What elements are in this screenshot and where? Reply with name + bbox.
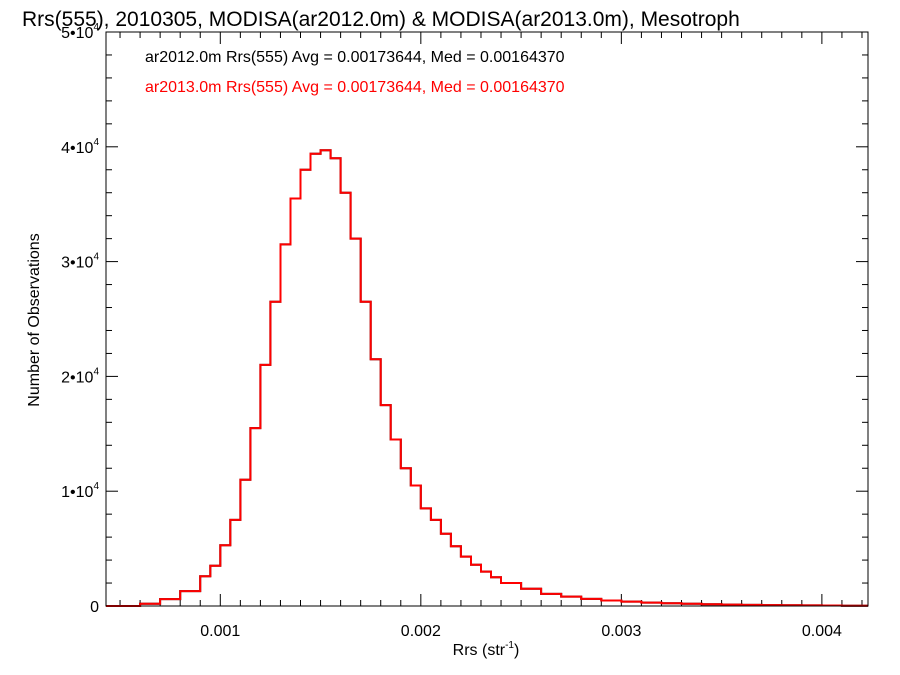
y-tick-label: 3•104 — [61, 252, 99, 272]
chart-title: Rrs(555), 2010305, MODISA(ar2012.0m) & M… — [22, 8, 740, 31]
annotation-ar2012: ar2012.0m Rrs(555) Avg = 0.00173644, Med… — [145, 49, 565, 66]
y-tick-label: 0 — [90, 599, 99, 616]
y-tick-label: 1•104 — [61, 481, 99, 501]
x-tick-label: 0.001 — [200, 623, 240, 640]
y-tick-label: 2•104 — [61, 366, 99, 386]
y-axis-label: Number of Observations — [26, 233, 43, 406]
histogram-series-0 — [106, 149, 868, 607]
x-axis-label: Rrs (str-1) — [453, 640, 520, 659]
x-tick-label: 0.003 — [601, 623, 641, 640]
y-tick-label: 5•104 — [61, 22, 99, 42]
y-tick-label: 4•104 — [61, 137, 99, 157]
annotation-ar2013: ar2013.0m Rrs(555) Avg = 0.00173644, Med… — [145, 79, 565, 96]
plot-frame — [105, 31, 869, 607]
histogram-series-1 — [106, 149, 868, 607]
x-tick-label: 0.002 — [401, 623, 441, 640]
x-tick-label: 0.004 — [802, 623, 842, 640]
